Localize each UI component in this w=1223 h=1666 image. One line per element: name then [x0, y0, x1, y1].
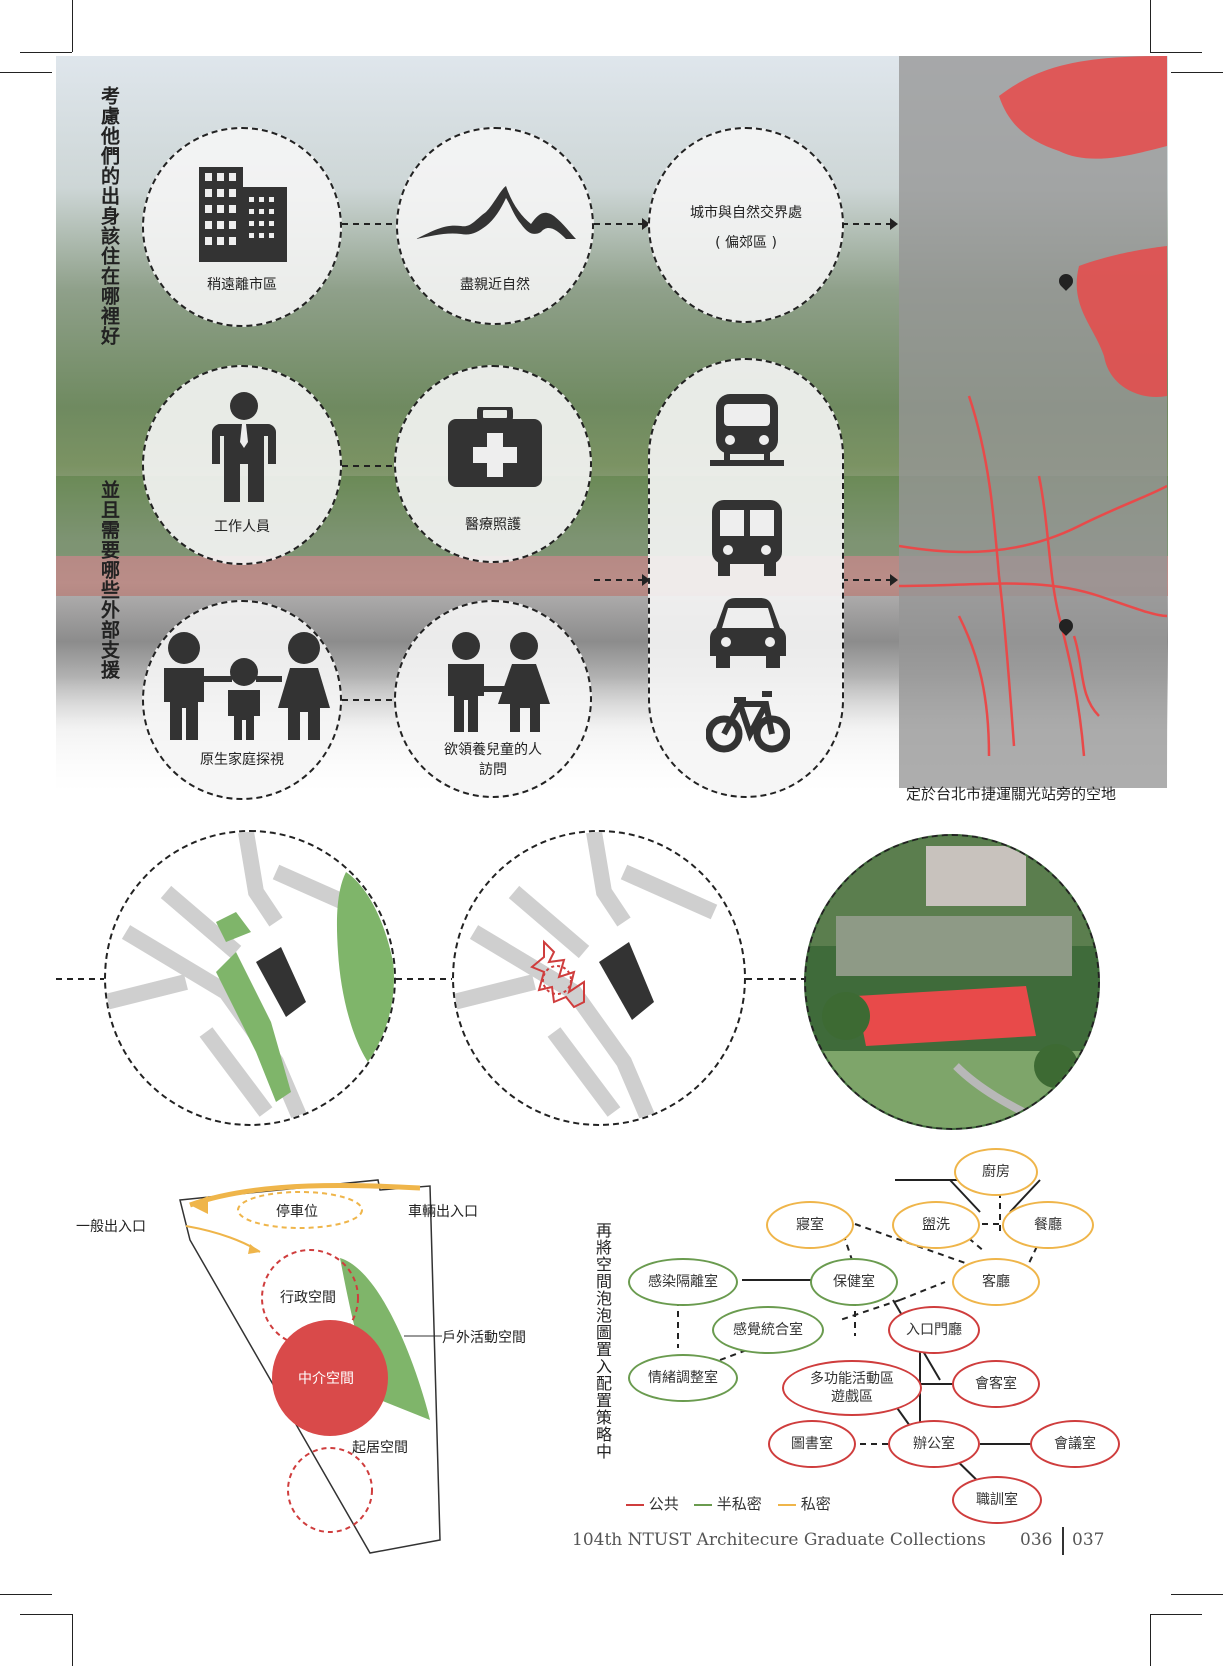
node-dining: 餐廳	[1002, 1201, 1094, 1249]
crop-mark	[1150, 0, 1151, 52]
bus-icon	[712, 500, 782, 576]
bubble-adopt: 欲領養兒童的人 訪問	[394, 600, 592, 798]
node-emotion: 情緒調整室	[628, 1354, 738, 1402]
transport-pill	[648, 358, 844, 798]
crop-mark	[72, 0, 73, 52]
crop-mark	[20, 1614, 72, 1615]
worker-icon	[212, 392, 276, 502]
node-meeting: 會議室	[1030, 1420, 1120, 1468]
label-admin: 行政空間	[280, 1290, 336, 1306]
vertical-title-1: 考慮他們的出身該住在哪裡好	[98, 86, 120, 346]
bubble-label: 欲領養兒童的人	[444, 742, 542, 758]
node-washing: 盥洗	[892, 1201, 980, 1249]
first-aid-kit-icon	[448, 407, 542, 487]
footer-divider	[1062, 1527, 1064, 1555]
node-multi-line2: 遊戲區	[831, 1389, 873, 1405]
bubble-boundary: 城市與自然交界處 ( 偏郊區 )	[648, 127, 844, 323]
crop-mark	[20, 52, 72, 53]
legend-public: 公共	[626, 1493, 679, 1514]
crop-mark	[1171, 72, 1223, 73]
footer-page-right: 037	[1072, 1530, 1105, 1550]
footer-collection: 104th NTUST Architecure Graduate Collect…	[572, 1530, 986, 1550]
bubble-family: 原生家庭探視	[142, 600, 342, 800]
top-connectors	[342, 218, 898, 701]
label-parking: 停車位	[276, 1204, 318, 1220]
train-icon	[710, 394, 784, 466]
bubble-medical: 醫療照護	[394, 365, 592, 563]
label-living: 起居空間	[352, 1440, 408, 1456]
node-sensory: 感覺統合室	[712, 1306, 824, 1354]
family-icon	[164, 632, 330, 740]
mountain-icon	[416, 186, 576, 239]
crop-mark	[72, 1614, 73, 1666]
footer-page-left: 036	[1020, 1530, 1053, 1550]
node-multi-purpose: 多功能活動區 遊戲區	[782, 1360, 922, 1416]
label-general-entry: 一般出入口	[76, 1219, 146, 1235]
bicycle-icon	[706, 691, 790, 753]
vertical-note: 再將空間泡泡圖置入配置策略中	[593, 1222, 612, 1460]
node-living-room: 客廳	[952, 1258, 1040, 1306]
label-vehicle-entry: 車輛出入口	[408, 1204, 478, 1220]
bubble-label: 稍遠離市區	[207, 277, 277, 293]
node-bedroom: 寢室	[766, 1201, 854, 1249]
node-infection: 感染隔離室	[628, 1258, 738, 1306]
site-diagram-red	[452, 830, 746, 1126]
crop-mark	[1150, 1614, 1202, 1615]
crop-mark	[0, 1594, 52, 1595]
node-training: 職訓室	[952, 1476, 1042, 1524]
bubble-nature: 盡親近自然	[396, 127, 594, 325]
bubble-label: 訪問	[479, 762, 507, 778]
leader-line	[404, 1335, 442, 1337]
bubble-label: 工作人員	[214, 519, 270, 535]
legend-private: 私密	[778, 1493, 831, 1514]
bubble-city: 稍遠離市區	[142, 127, 342, 327]
node-kitchen: 廚房	[954, 1148, 1038, 1196]
bubble-label: 醫療照護	[465, 517, 521, 533]
vertical-title-2: 並且需要哪些外部支援	[98, 480, 120, 680]
bubble-worker: 工作人員	[142, 365, 342, 565]
legend-semi-private: 半私密	[694, 1493, 762, 1514]
node-library: 圖書室	[768, 1420, 856, 1468]
label-outdoor: 戶外活動空間	[442, 1330, 526, 1346]
map-caption: 定於台北市捷運關光站旁的空地	[906, 785, 1117, 803]
site-plan	[179, 1179, 441, 1554]
bubble-label: 盡親近自然	[460, 277, 530, 293]
crop-mark	[1171, 1594, 1223, 1595]
crop-mark	[0, 72, 52, 73]
label-mediation: 中介空間	[298, 1371, 354, 1387]
building-icon	[199, 167, 287, 262]
site-diagram-green	[104, 830, 396, 1126]
bubble-label: ( 偏郊區 )	[715, 235, 777, 251]
node-health: 保健室	[810, 1258, 898, 1306]
bubble-label: 城市與自然交界處	[690, 205, 802, 221]
middle-connectors	[56, 978, 804, 980]
node-reception: 會客室	[952, 1360, 1040, 1408]
node-entrance: 入口門廳	[888, 1306, 980, 1354]
bubble-label: 原生家庭探視	[200, 752, 284, 768]
crop-mark	[1150, 52, 1202, 53]
node-multi-line1: 多功能活動區	[810, 1371, 894, 1387]
node-office: 辦公室	[888, 1420, 980, 1468]
taipei-map	[899, 56, 1167, 788]
couple-icon	[448, 632, 550, 732]
crop-mark	[1150, 1614, 1151, 1666]
car-icon	[710, 598, 786, 668]
